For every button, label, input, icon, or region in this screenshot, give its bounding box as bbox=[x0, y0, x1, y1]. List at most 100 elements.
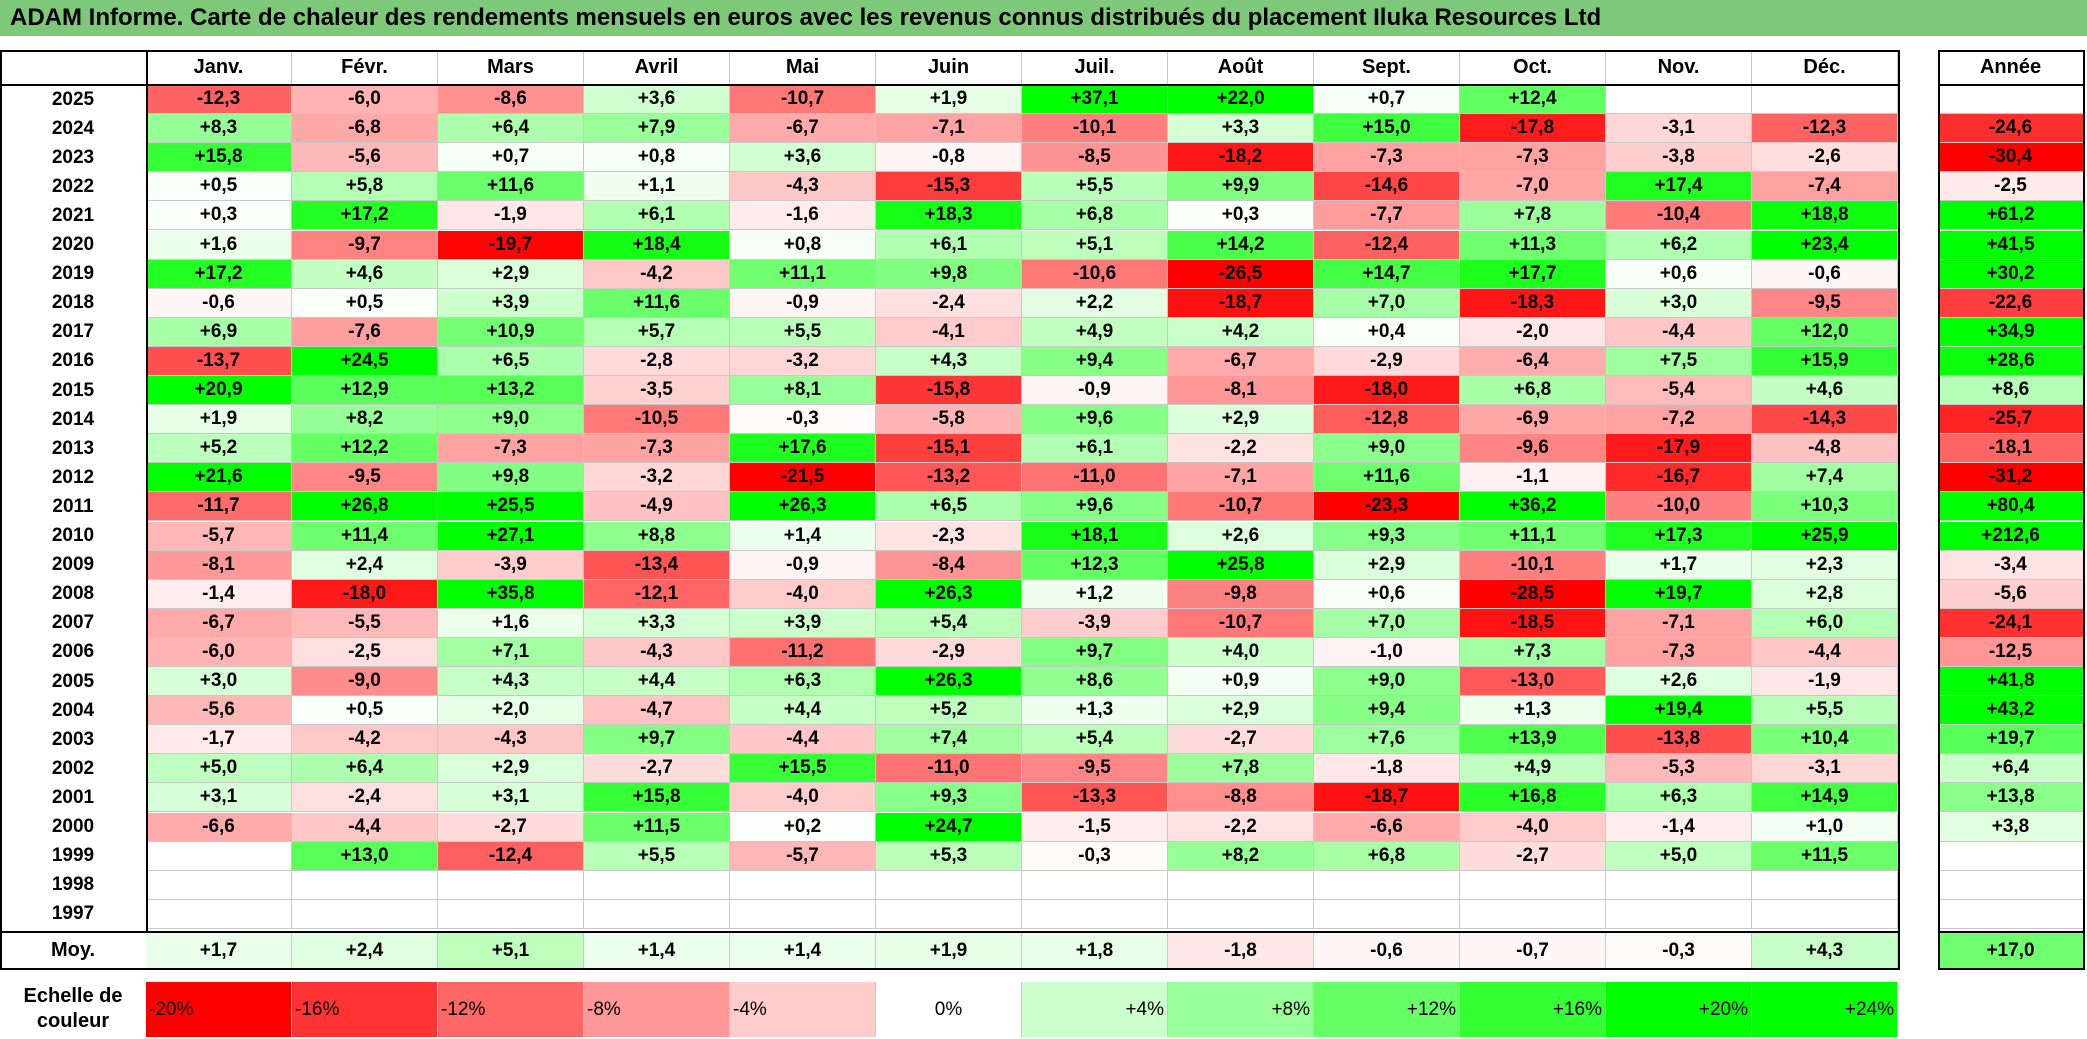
heatmap-cell: +15,8 bbox=[584, 783, 730, 813]
heatmap-cell: +1,3 bbox=[1460, 696, 1606, 726]
heatmap-cell: +9,3 bbox=[1314, 521, 1460, 551]
heatmap-cell: +13,0 bbox=[292, 841, 438, 871]
heatmap-cell: +1,6 bbox=[146, 230, 292, 260]
heatmap-cell: +2,6 bbox=[1606, 667, 1752, 697]
heatmap-cell: -14,3 bbox=[1752, 405, 1898, 435]
heatmap-cell: +4,2 bbox=[1168, 317, 1314, 347]
heatmap-cell: +0,9 bbox=[1168, 667, 1314, 697]
heatmap-cell: +11,4 bbox=[292, 521, 438, 551]
heatmap-cell: +11,6 bbox=[438, 172, 584, 202]
month-header-1: Janv. bbox=[146, 50, 292, 84]
heatmap-cell: -8,1 bbox=[1168, 376, 1314, 406]
heatmap-cell: +9,4 bbox=[1314, 696, 1460, 726]
heatmap-cell: -9,5 bbox=[1022, 754, 1168, 784]
heatmap-cell bbox=[438, 899, 584, 929]
heatmap-cell: +3,6 bbox=[584, 85, 730, 115]
heatmap-cell: -9,5 bbox=[1752, 288, 1898, 318]
heatmap-cell: +6,8 bbox=[1460, 376, 1606, 406]
heatmap-cell: +3,1 bbox=[146, 783, 292, 813]
heatmap-cell: +9,7 bbox=[1022, 637, 1168, 667]
year-total-cell: +13,8 bbox=[1938, 783, 2083, 813]
heatmap-cell: -0,9 bbox=[730, 288, 876, 318]
heatmap-cell: +7,4 bbox=[1752, 463, 1898, 493]
heatmap-cell: -11,7 bbox=[146, 492, 292, 522]
heatmap-cell: -1,8 bbox=[1314, 754, 1460, 784]
heatmap-cell: +8,2 bbox=[1168, 841, 1314, 871]
row-label-2003: 2003 bbox=[51, 728, 95, 750]
heatmap-cell: -19,7 bbox=[438, 230, 584, 260]
heatmap-cell: +9,7 bbox=[584, 725, 730, 755]
year-total-cell: +34,9 bbox=[1938, 317, 2083, 347]
year-total-cell: -25,7 bbox=[1938, 405, 2083, 435]
heatmap-cell: +2,9 bbox=[1168, 696, 1314, 726]
heatmap-cell: +12,4 bbox=[1460, 85, 1606, 115]
heatmap-cell: -2,3 bbox=[876, 521, 1022, 551]
heatmap-cell bbox=[1168, 870, 1314, 900]
heatmap-cell bbox=[292, 870, 438, 900]
heatmap-cell bbox=[146, 841, 292, 871]
row-label-2014: 2014 bbox=[51, 408, 95, 430]
heatmap-cell: -16,7 bbox=[1606, 463, 1752, 493]
year-total-cell: +61,2 bbox=[1938, 201, 2083, 231]
color-scale-step: +8% bbox=[1168, 982, 1314, 1037]
heatmap-cell: +6,5 bbox=[876, 492, 1022, 522]
heatmap-cell: -6,8 bbox=[292, 114, 438, 144]
row-label-2024: 2024 bbox=[51, 117, 95, 139]
heatmap-cell: +2,0 bbox=[438, 696, 584, 726]
heatmap-cell: +3,0 bbox=[1606, 288, 1752, 318]
year-total-cell: +28,6 bbox=[1938, 346, 2083, 376]
heatmap-cell: +5,4 bbox=[1022, 725, 1168, 755]
row-label-1999: 1999 bbox=[51, 845, 95, 867]
row-label-2005: 2005 bbox=[51, 670, 95, 692]
heatmap-cell bbox=[1606, 899, 1752, 929]
heatmap-cell: -6,4 bbox=[1460, 346, 1606, 376]
heatmap-cell: +18,4 bbox=[584, 230, 730, 260]
heatmap-cell: -7,3 bbox=[584, 434, 730, 464]
heatmap-cell: -8,5 bbox=[1022, 143, 1168, 173]
row-label-2013: 2013 bbox=[51, 437, 95, 459]
heatmap-cell: +3,9 bbox=[438, 288, 584, 318]
heatmap-cell: +9,9 bbox=[1168, 172, 1314, 202]
heatmap-cell: -9,6 bbox=[1460, 434, 1606, 464]
heatmap-cell: -3,9 bbox=[438, 550, 584, 580]
row-label-1998: 1998 bbox=[51, 874, 95, 896]
heatmap-cell: -10,7 bbox=[730, 85, 876, 115]
heatmap-cell: +0,4 bbox=[1314, 317, 1460, 347]
heatmap-cell: +7,5 bbox=[1606, 346, 1752, 376]
year-total-cell: +6,4 bbox=[1938, 754, 2083, 784]
heatmap-cell bbox=[146, 870, 292, 900]
heatmap-cell: +36,2 bbox=[1460, 492, 1606, 522]
month-header-8: Août bbox=[1168, 50, 1314, 84]
heatmap-cell: +2,8 bbox=[1752, 579, 1898, 609]
heatmap-cell: +6,4 bbox=[292, 754, 438, 784]
heatmap-cell: -10,6 bbox=[1022, 259, 1168, 289]
heatmap-cell: -1,9 bbox=[1752, 667, 1898, 697]
heatmap-cell: +11,3 bbox=[1460, 230, 1606, 260]
row-label-2021: 2021 bbox=[51, 204, 95, 226]
heatmap-cell: -14,6 bbox=[1314, 172, 1460, 202]
heatmap-cell: +9,6 bbox=[1022, 492, 1168, 522]
heatmap-cell: +5,5 bbox=[1022, 172, 1168, 202]
heatmap-cell: +0,8 bbox=[730, 230, 876, 260]
heatmap-cell: +7,4 bbox=[876, 725, 1022, 755]
heatmap-cell bbox=[1460, 899, 1606, 929]
heatmap-cell: +1,0 bbox=[1752, 812, 1898, 842]
heatmap-cell: +14,7 bbox=[1314, 259, 1460, 289]
heatmap-cell: +10,9 bbox=[438, 317, 584, 347]
heatmap-cell: -7,1 bbox=[1606, 608, 1752, 638]
heatmap-cell bbox=[1752, 899, 1898, 929]
year-total-cell: -2,5 bbox=[1938, 172, 2083, 202]
heatmap-cell: +18,3 bbox=[876, 201, 1022, 231]
heatmap-cell: +23,4 bbox=[1752, 230, 1898, 260]
heatmap-cell: +26,3 bbox=[876, 579, 1022, 609]
heatmap-cell: -2,7 bbox=[1168, 725, 1314, 755]
heatmap-cell: -0,8 bbox=[876, 143, 1022, 173]
row-label-2023: 2023 bbox=[51, 146, 95, 168]
heatmap-cell: -15,8 bbox=[876, 376, 1022, 406]
heatmap-cell: +11,6 bbox=[584, 288, 730, 318]
heatmap-cell: +11,5 bbox=[1752, 841, 1898, 871]
heatmap-cell: +19,4 bbox=[1606, 696, 1752, 726]
heatmap-cell: -7,0 bbox=[1460, 172, 1606, 202]
heatmap-cell: +9,8 bbox=[876, 259, 1022, 289]
heatmap-cell: +7,8 bbox=[1460, 201, 1606, 231]
